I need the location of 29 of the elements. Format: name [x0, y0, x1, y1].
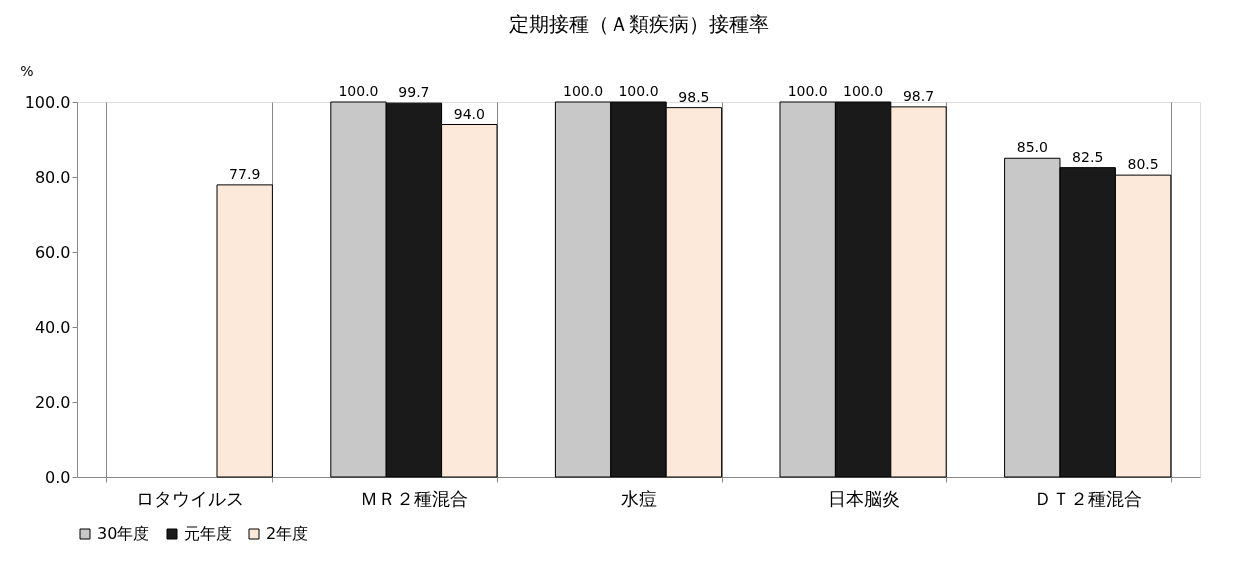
x-tick-label: ＭＲ２種混合 [360, 487, 469, 509]
legend-label: 2年度 [266, 524, 309, 543]
data-label: 77.9 [229, 165, 261, 182]
data-label: 85.0 [1016, 139, 1048, 156]
legend-label: 30年度 [97, 524, 150, 543]
y-axis-title: % [20, 63, 34, 79]
y-tick-label: 40.0 [34, 317, 71, 337]
y-tick-label: 20.0 [34, 392, 71, 412]
x-tick-label: 水痘 [621, 487, 657, 509]
data-label: 100.0 [338, 83, 379, 99]
y-tick-label: 100.0 [24, 92, 71, 112]
y-tick-label: 60.0 [34, 242, 71, 262]
chart-title: 定期接種（Ａ類疾病）接種率 [508, 12, 769, 36]
legend-label: 元年度 [184, 524, 232, 543]
x-tick-label: ロタウイルス [135, 487, 244, 509]
data-label: 100.0 [843, 83, 884, 99]
data-label: 100.0 [787, 83, 828, 99]
data-label: 98.7 [902, 87, 935, 104]
x-tick-label: 日本脳炎 [827, 487, 900, 509]
x-tick-label: ＤＴ２種混合 [1034, 487, 1143, 509]
y-tick-label: 0.0 [45, 467, 71, 487]
data-label: 98.5 [678, 88, 710, 105]
data-label: 94.0 [453, 105, 485, 122]
data-label: 80.5 [1127, 156, 1159, 173]
data-label: 99.7 [398, 84, 430, 101]
y-tick-label: 80.0 [34, 167, 71, 187]
data-label: 100.0 [618, 83, 659, 99]
data-label: 82.5 [1072, 148, 1104, 165]
data-label: 100.0 [563, 83, 604, 99]
